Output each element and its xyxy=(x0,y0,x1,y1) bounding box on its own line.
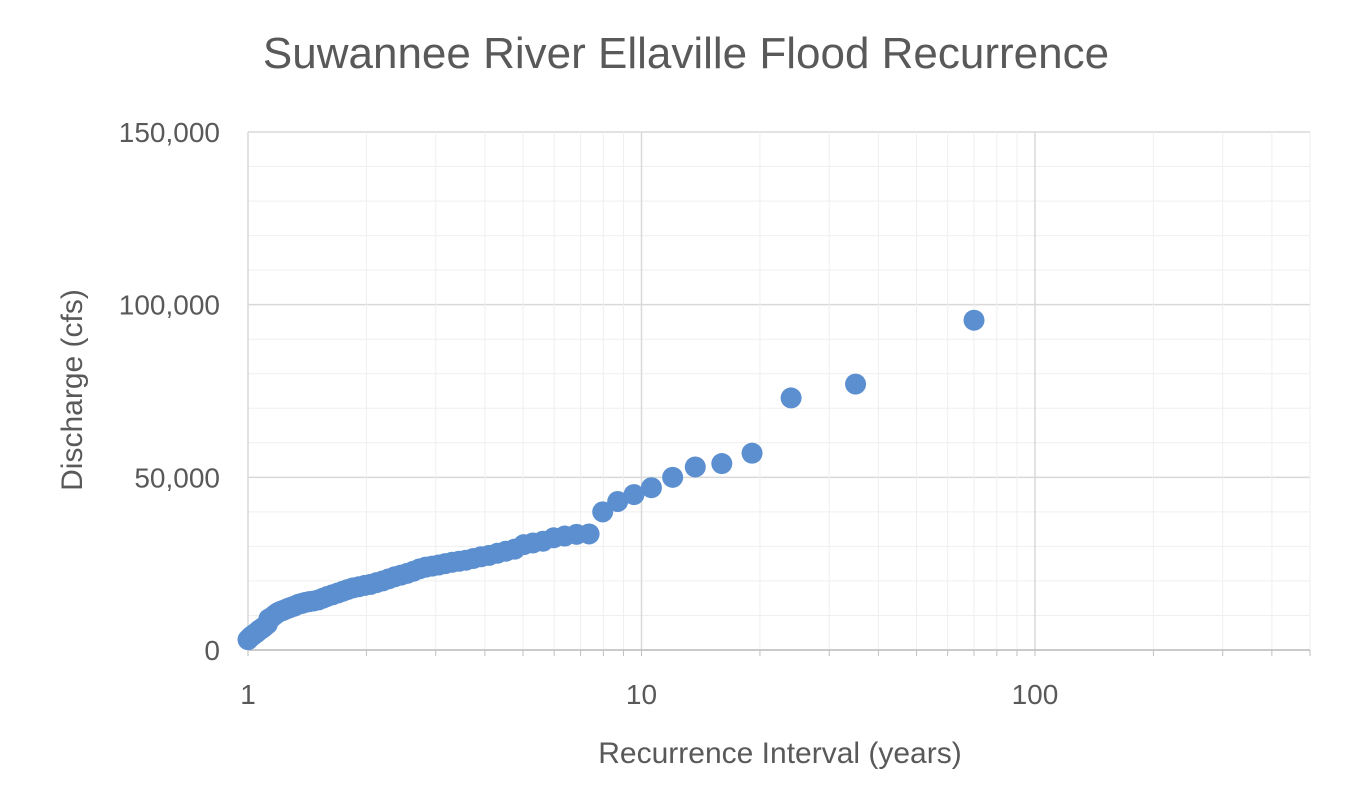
x-tick-label: 10 xyxy=(626,679,657,710)
data-point xyxy=(741,442,763,464)
gridlines xyxy=(247,131,1311,651)
data-point xyxy=(684,456,706,478)
data-point xyxy=(623,484,645,506)
data-point xyxy=(592,501,614,523)
data-point xyxy=(640,477,662,499)
data-point xyxy=(662,466,684,488)
data-point xyxy=(780,387,802,409)
data-point xyxy=(845,373,867,395)
data-points xyxy=(237,309,985,651)
tick-labels: 0 50,000 100,000 150,000 1 10 100 xyxy=(119,117,1059,710)
data-point xyxy=(607,491,629,513)
data-point xyxy=(578,523,600,545)
axes xyxy=(247,649,1311,656)
chart-title: Suwannee River Ellaville Flood Recurrenc… xyxy=(263,29,1109,78)
x-tick-label: 1 xyxy=(240,679,256,710)
y-tick-label: 0 xyxy=(204,635,220,666)
x-tick-label: 100 xyxy=(1012,679,1059,710)
data-point xyxy=(711,453,733,475)
x-axis-label: Recurrence Interval (years) xyxy=(598,737,961,770)
y-tick-label: 100,000 xyxy=(119,290,220,321)
y-axis-label: Discharge (cfs) xyxy=(56,289,89,491)
y-tick-label: 150,000 xyxy=(119,117,220,148)
data-point xyxy=(963,309,985,331)
y-tick-label: 50,000 xyxy=(134,462,220,493)
